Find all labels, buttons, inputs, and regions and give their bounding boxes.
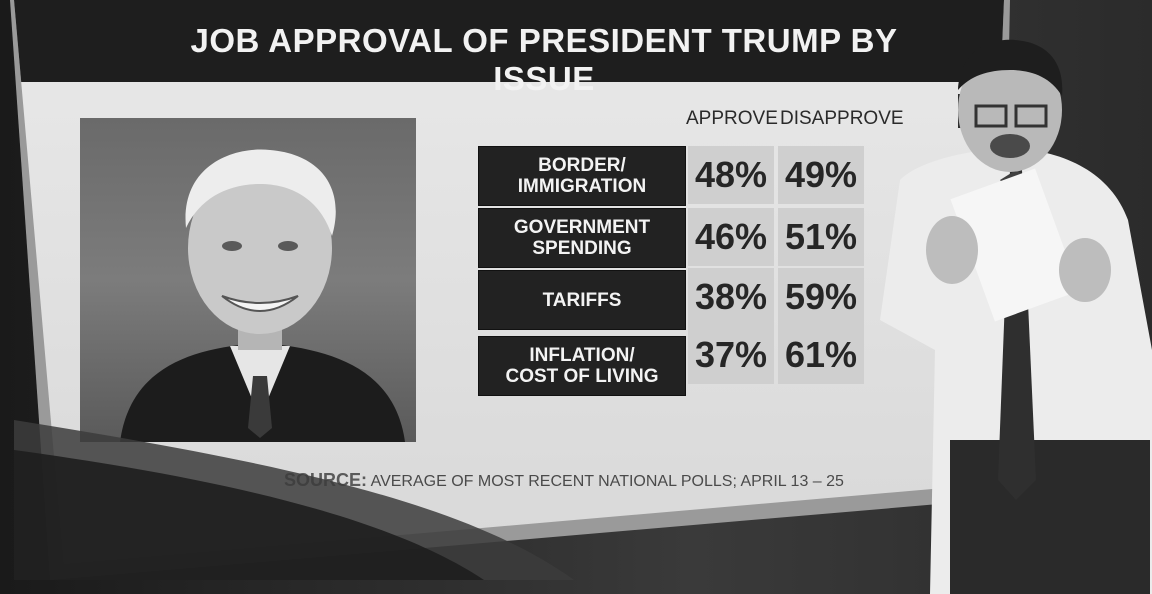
cell-approve-border: 48% (688, 146, 774, 204)
portrait-photo (80, 118, 416, 442)
cell-disapprove-tariffs: 59% (778, 268, 864, 326)
cell-approve-inflation: 37% (688, 326, 774, 384)
display-screen: JOB APPROVAL OF PRESIDENT TRUMP BY ISSUE… (14, 0, 1004, 565)
column-header-approve: APPROVE (686, 108, 778, 129)
row-label-inflation: INFLATION/ COST OF LIVING (478, 336, 686, 396)
title-bar (14, 0, 1004, 82)
source-text: AVERAGE OF MOST RECENT NATIONAL POLLS; A… (370, 473, 844, 490)
cell-disapprove-inflation: 61% (778, 326, 864, 384)
chart-title: JOB APPROVAL OF PRESIDENT TRUMP BY ISSUE (190, 22, 898, 97)
cell-disapprove-border: 49% (778, 146, 864, 204)
source-note: SOURCE: AVERAGE OF MOST RECENT NATIONAL … (284, 470, 924, 491)
presenter-figure (880, 39, 1152, 594)
source-label: SOURCE: (284, 470, 368, 490)
row-label-government-spending: GOVERNMENT SPENDING (478, 208, 686, 268)
row-label-tariffs: TARIFFS (478, 270, 686, 330)
portrait-figure (120, 149, 405, 442)
cell-disapprove-spending: 51% (778, 208, 864, 266)
cell-approve-spending: 46% (688, 208, 774, 266)
cell-approve-tariffs: 38% (688, 268, 774, 326)
row-label-border-immigration: BORDER/ IMMIGRATION (478, 146, 686, 206)
column-header-disapprove: DISAPPROVE (780, 108, 904, 129)
